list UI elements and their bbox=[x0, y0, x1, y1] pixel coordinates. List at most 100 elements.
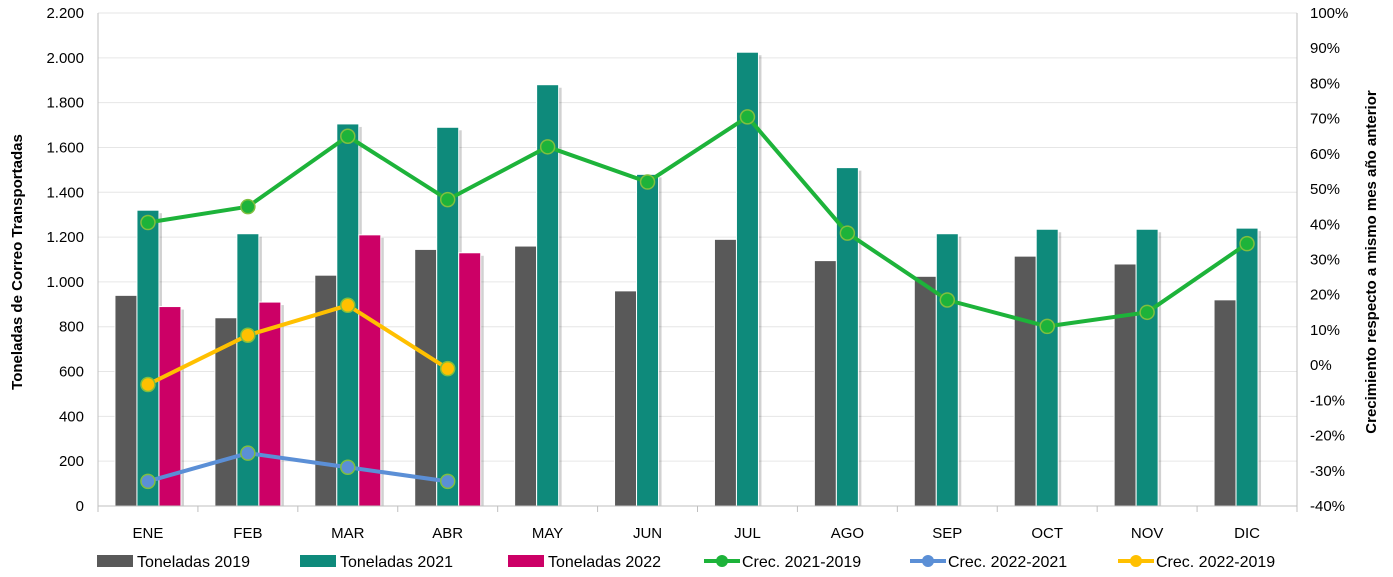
bar-toneladas-2019 bbox=[614, 290, 638, 507]
x-tick-label: MAR bbox=[331, 525, 365, 542]
line-crec-2022-2021 bbox=[147, 451, 448, 484]
bar-toneladas-2021 bbox=[636, 173, 660, 507]
point-crec-2022-2019 bbox=[439, 360, 456, 377]
y2-tick-label: -40% bbox=[1310, 498, 1345, 515]
legend-swatch-toneladas-2019 bbox=[97, 555, 133, 567]
bar-toneladas-2019 bbox=[1113, 263, 1137, 507]
y-tick-label: 1.000 bbox=[46, 274, 84, 291]
point-crec-2022-2019 bbox=[240, 327, 256, 343]
bar-toneladas-2021 bbox=[835, 167, 859, 507]
y2-tick-label: 70% bbox=[1310, 111, 1340, 128]
y-tick-label: 1.800 bbox=[46, 95, 84, 112]
point-crec-2022-2021 bbox=[240, 445, 256, 461]
legend-label: Toneladas 2019 bbox=[137, 554, 250, 571]
bar-toneladas-2019 bbox=[913, 275, 937, 507]
line-crec-2021-2019 bbox=[147, 114, 1249, 329]
x-tick-label: DIC bbox=[1234, 525, 1260, 542]
x-tick-label: JUN bbox=[633, 525, 662, 542]
point-crec-2022-2021 bbox=[140, 473, 156, 490]
point-crec-2021-2019 bbox=[739, 109, 756, 125]
y2-tick-label: 60% bbox=[1310, 146, 1340, 163]
x-tick-label: AGO bbox=[831, 525, 864, 542]
y-tick-label: 600 bbox=[59, 364, 84, 381]
point-crec-2021-2019 bbox=[639, 174, 656, 190]
point-crec-2021-2019 bbox=[140, 214, 156, 231]
bar-toneladas-2021 bbox=[1235, 227, 1259, 507]
y2-tick-label: 20% bbox=[1310, 287, 1340, 304]
legend-label: Toneladas 2021 bbox=[340, 554, 453, 571]
y2-axis-title: Crecimiento respecto a mismo mes año ant… bbox=[1363, 90, 1380, 434]
point-crec-2022-2021 bbox=[340, 459, 356, 476]
point-crec-2021-2019 bbox=[839, 225, 856, 241]
legend-marker-crec-2022-2021 bbox=[922, 555, 934, 567]
legend: Toneladas 2019 Toneladas 2021 Toneladas 20… bbox=[97, 554, 1275, 571]
y2-axis-tick-labels: -40% -30% -20% -10% 0% 10% 20% 30% 40% 50% 60% 70% 8… bbox=[1310, 5, 1348, 515]
point-crec-2022-2019 bbox=[340, 297, 356, 314]
legend-label: Crec. 2022-2021 bbox=[948, 554, 1067, 571]
bar-toneladas-2021 bbox=[436, 126, 460, 507]
point-crec-2021-2019 bbox=[240, 198, 256, 215]
y2-tick-label: 100% bbox=[1310, 5, 1348, 22]
line-crec-2022-2019 bbox=[147, 303, 449, 387]
bar-toneladas-2021 bbox=[336, 123, 360, 507]
y-tick-label: 2.000 bbox=[46, 50, 84, 67]
point-crec-2021-2019 bbox=[1039, 318, 1055, 335]
legend-marker-crec-2022-2019 bbox=[1130, 555, 1142, 567]
bar-toneladas-2021 bbox=[236, 233, 260, 507]
point-crec-2021-2019 bbox=[539, 139, 556, 155]
gridlines bbox=[98, 12, 1297, 462]
bar-toneladas-2019 bbox=[1013, 255, 1037, 507]
y2-tick-label: -10% bbox=[1310, 392, 1345, 409]
y-axis-title: Toneladas de Correo Transportadas bbox=[9, 134, 26, 390]
y2-tick-label: -20% bbox=[1310, 428, 1345, 445]
y2-tick-label: 40% bbox=[1310, 216, 1340, 233]
y2-tick-label: 10% bbox=[1310, 322, 1340, 339]
bar-toneladas-2019 bbox=[1213, 299, 1237, 507]
bar-toneladas-2019 bbox=[414, 248, 438, 507]
y2-tick-label: 50% bbox=[1310, 181, 1340, 198]
point-crec-2021-2019 bbox=[1139, 304, 1155, 321]
legend-label: Toneladas 2022 bbox=[548, 554, 661, 571]
y-axis-tick-labels: 0 200 400 600 800 1.000 1.200 1.400 1.600 1.800 2.… bbox=[46, 5, 84, 515]
point-crec-2022-2019 bbox=[140, 376, 156, 393]
y-tick-label: 400 bbox=[59, 408, 84, 425]
bar-toneladas-2022 bbox=[458, 252, 482, 507]
bar-toneladas-2021 bbox=[136, 209, 160, 507]
bar-series-group bbox=[114, 51, 1262, 507]
bar-toneladas-2019 bbox=[713, 238, 737, 507]
legend-swatch-toneladas-2021 bbox=[300, 555, 336, 567]
y2-tick-label: -30% bbox=[1310, 463, 1345, 480]
bar-toneladas-2019 bbox=[813, 260, 837, 507]
x-tick-label: ENE bbox=[133, 525, 164, 542]
line-series-group bbox=[140, 109, 1255, 490]
bar-toneladas-2021 bbox=[935, 233, 959, 507]
y2-tick-label: 0% bbox=[1310, 357, 1332, 374]
y-tick-label: 1.600 bbox=[46, 139, 84, 156]
y-tick-label: 1.400 bbox=[46, 184, 84, 201]
point-crec-2022-2021 bbox=[439, 473, 456, 490]
y-tick-label: 1.200 bbox=[46, 229, 84, 246]
legend-label: Crec. 2022-2019 bbox=[1156, 554, 1275, 571]
x-axis-tick-labels: ENE FEB MAR ABR MAY JUN JUL AGO SEP OCT NOV DIC bbox=[97, 506, 1298, 542]
bar-toneladas-2021 bbox=[1035, 228, 1059, 507]
y-tick-label: 800 bbox=[59, 319, 84, 336]
point-crec-2021-2019 bbox=[439, 191, 456, 208]
bar-toneladas-2022 bbox=[358, 234, 382, 507]
bar-toneladas-2019 bbox=[114, 294, 138, 507]
x-tick-label: JUL bbox=[734, 525, 761, 542]
y-tick-label: 0 bbox=[76, 498, 84, 515]
bar-toneladas-2021 bbox=[1135, 228, 1159, 507]
bar-toneladas-2019 bbox=[514, 245, 538, 507]
x-tick-label: ABR bbox=[432, 525, 463, 542]
x-tick-label: FEB bbox=[233, 525, 262, 542]
y-tick-label: 2.200 bbox=[46, 5, 84, 22]
x-tick-label: MAY bbox=[532, 525, 563, 542]
x-tick-label: NOV bbox=[1131, 525, 1164, 542]
y-tick-label: 200 bbox=[59, 453, 84, 470]
y2-tick-label: 30% bbox=[1310, 252, 1340, 269]
point-crec-2021-2019 bbox=[939, 292, 956, 308]
point-crec-2021-2019 bbox=[340, 128, 356, 144]
legend-marker-crec-2021-2019 bbox=[716, 555, 728, 567]
point-crec-2021-2019 bbox=[1239, 235, 1255, 252]
